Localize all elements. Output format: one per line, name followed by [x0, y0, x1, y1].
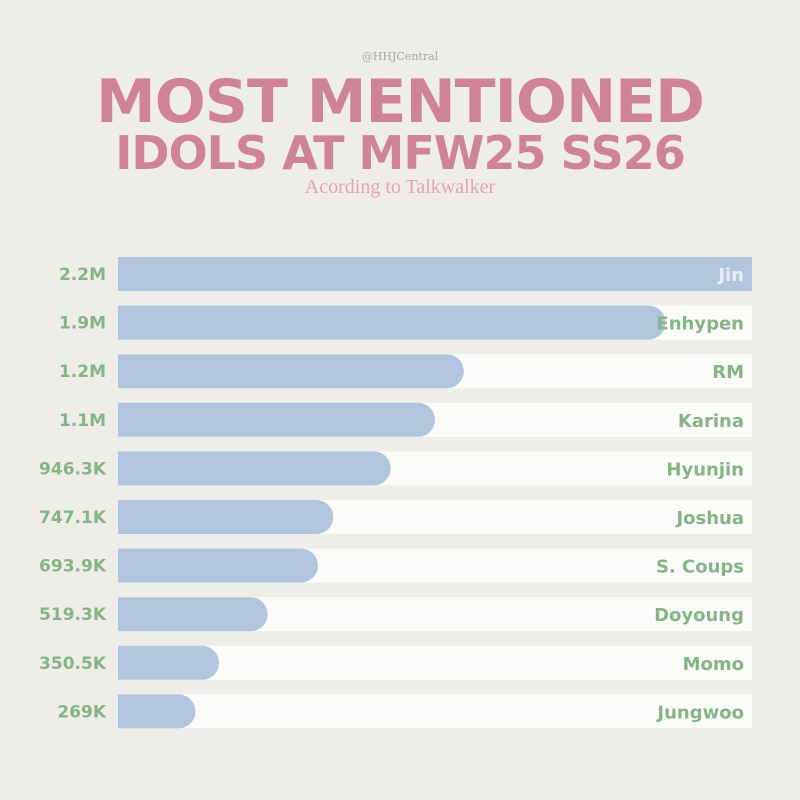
chart-title-line-2: IDOLS AT MFW25 SS26: [115, 126, 685, 180]
category-label: Enhypen: [656, 314, 744, 335]
bar: [118, 694, 196, 729]
chart-title-line-1: MOST MENTIONED: [96, 67, 705, 137]
bar: [118, 500, 334, 534]
bar: [118, 305, 666, 340]
bar-track: [118, 694, 752, 729]
value-label: 946.3K: [39, 459, 107, 479]
value-label: 1.2M: [59, 362, 106, 382]
value-label: 350.5K: [39, 654, 107, 674]
value-label: 269K: [57, 702, 106, 722]
category-label: Jin: [716, 265, 744, 286]
category-label: S. Coups: [656, 557, 744, 578]
category-label: Momo: [683, 654, 744, 675]
category-label: Hyunjin: [666, 459, 744, 480]
category-label: Jungwoo: [655, 702, 744, 723]
value-label: 747.1K: [39, 508, 107, 528]
value-label: 1.1M: [59, 411, 106, 431]
source-handle: @HHJCentral: [361, 50, 439, 63]
category-label: Joshua: [674, 508, 744, 529]
value-label: 1.9M: [59, 314, 106, 334]
bar: [118, 354, 464, 389]
category-label: Doyoung: [654, 605, 744, 626]
category-label: RM: [712, 362, 744, 383]
value-label: 2.2M: [59, 265, 106, 285]
category-label: Karina: [678, 411, 744, 432]
bar: [118, 597, 268, 632]
bar: [118, 451, 391, 486]
bar: [118, 402, 435, 437]
value-label: 519.3K: [39, 605, 107, 625]
bar-track: [118, 645, 752, 680]
bar: [118, 257, 752, 291]
value-label: 693.9K: [39, 557, 107, 577]
bar: [118, 645, 220, 680]
bar: [118, 548, 318, 583]
chart-subtitle: Acording to Talkwalker: [304, 176, 496, 198]
